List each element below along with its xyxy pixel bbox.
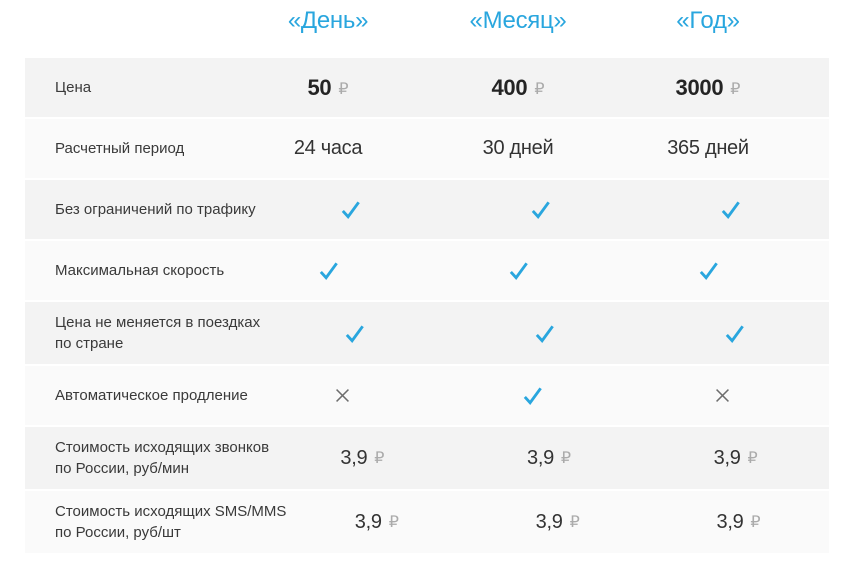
ruble-sign: ₽ <box>560 449 572 467</box>
cross-icon <box>333 387 352 404</box>
ruble-sign: ₽ <box>747 449 758 467</box>
cell-year <box>628 386 818 405</box>
cell-month: 30 дней <box>423 137 613 160</box>
cell-month: 3,9 ₽ <box>456 447 643 470</box>
cell-day <box>256 198 446 221</box>
cell-day: 24 часа <box>233 137 423 160</box>
cell-month <box>450 322 640 345</box>
check-icon <box>529 201 552 219</box>
check-icon <box>339 201 362 219</box>
cell-year <box>639 322 829 345</box>
row-label: Цена не меняется в поездках по стране <box>55 314 261 352</box>
price-value: 3000 <box>675 74 724 100</box>
cell-month <box>446 198 636 221</box>
price-value: 400 <box>491 74 528 100</box>
cell-year: 3000 ₽ <box>613 75 803 101</box>
column-header-year: «Год» <box>676 7 740 34</box>
table-row: Цена не меняется в поездках по стране <box>25 302 829 364</box>
tariff-comparison-table: «День» «Месяц» «Год» Цена 50 ₽400 ₽3000 ₽ Рас… <box>25 0 829 553</box>
cell-year <box>613 259 803 282</box>
price-value: 50 <box>307 74 332 100</box>
cell-month: 400 ₽ <box>423 75 613 101</box>
cell-year: 3,9 ₽ <box>648 511 829 534</box>
ruble-sign: ₽ <box>569 513 580 531</box>
ruble-sign: ₽ <box>338 80 349 98</box>
check-icon <box>697 262 720 280</box>
table-row: Стоимость исходящих SMS/MMS по России, р… <box>25 491 829 553</box>
cell-value: 365 дней <box>667 137 749 159</box>
table-body: Цена 50 ₽400 ₽3000 ₽ Расчетный период 24 часа 3… <box>25 58 829 553</box>
row-label: Без ограничений по трафику <box>55 201 256 218</box>
table-row: Автоматическое продление <box>25 366 829 425</box>
table-row: Цена 50 ₽400 ₽3000 ₽ <box>25 58 829 117</box>
cell-day <box>248 386 438 405</box>
row-label: Расчетный период <box>55 140 185 157</box>
check-icon <box>343 324 366 343</box>
column-header-day: «День» <box>287 7 369 34</box>
row-label: Стоимость исходящих SMS/MMS по России, р… <box>55 503 287 541</box>
cell-month <box>423 259 613 282</box>
row-label: Цена <box>55 79 92 96</box>
check-icon <box>723 324 746 343</box>
table-row: Стоимость исходящих звонков по России, р… <box>25 427 829 489</box>
cell-value: 24 часа <box>293 137 363 159</box>
price-value: 3,9 <box>527 446 554 469</box>
ruble-sign: ₽ <box>730 80 741 98</box>
cell-day: 3,9 ₽ <box>269 447 456 470</box>
cell-day <box>260 322 450 345</box>
cross-icon <box>713 387 732 404</box>
cell-year: 365 дней <box>613 137 803 160</box>
cell-value: 30 дней <box>482 137 554 159</box>
cell-year <box>636 198 826 221</box>
cell-year: 3,9 ₽ <box>642 447 829 470</box>
check-icon <box>507 262 530 280</box>
ruble-sign: ₽ <box>534 80 545 98</box>
cell-month: 3,9 ₽ <box>467 511 648 534</box>
check-icon <box>521 387 544 405</box>
row-label: Максимальная скорость <box>55 262 225 279</box>
cell-day <box>233 259 423 282</box>
cell-day: 3,9 ₽ <box>286 511 467 534</box>
price-value: 3,9 <box>713 446 741 469</box>
price-value: 3,9 <box>354 510 382 533</box>
check-icon <box>317 262 340 280</box>
column-header-month: «Месяц» <box>469 7 567 34</box>
row-label: Автоматическое продление <box>55 387 248 404</box>
check-icon <box>719 201 742 219</box>
cell-day: 50 ₽ <box>233 75 423 101</box>
check-icon <box>533 324 556 343</box>
price-value: 3,9 <box>340 446 368 469</box>
table-row: Расчетный период 24 часа 30 дней 365 дней <box>25 119 829 178</box>
price-value: 3,9 <box>535 510 563 533</box>
row-label: Стоимость исходящих звонков по России, р… <box>55 439 270 477</box>
table-row: Максимальная скорость <box>25 241 829 300</box>
cell-month <box>438 384 628 407</box>
price-value: 3,9 <box>716 510 744 533</box>
ruble-sign: ₽ <box>374 449 385 467</box>
ruble-sign: ₽ <box>750 513 761 531</box>
ruble-sign: ₽ <box>388 513 399 531</box>
table-row: Без ограничений по трафику <box>25 180 829 239</box>
table-header: «День» «Месяц» «Год» <box>25 0 829 58</box>
